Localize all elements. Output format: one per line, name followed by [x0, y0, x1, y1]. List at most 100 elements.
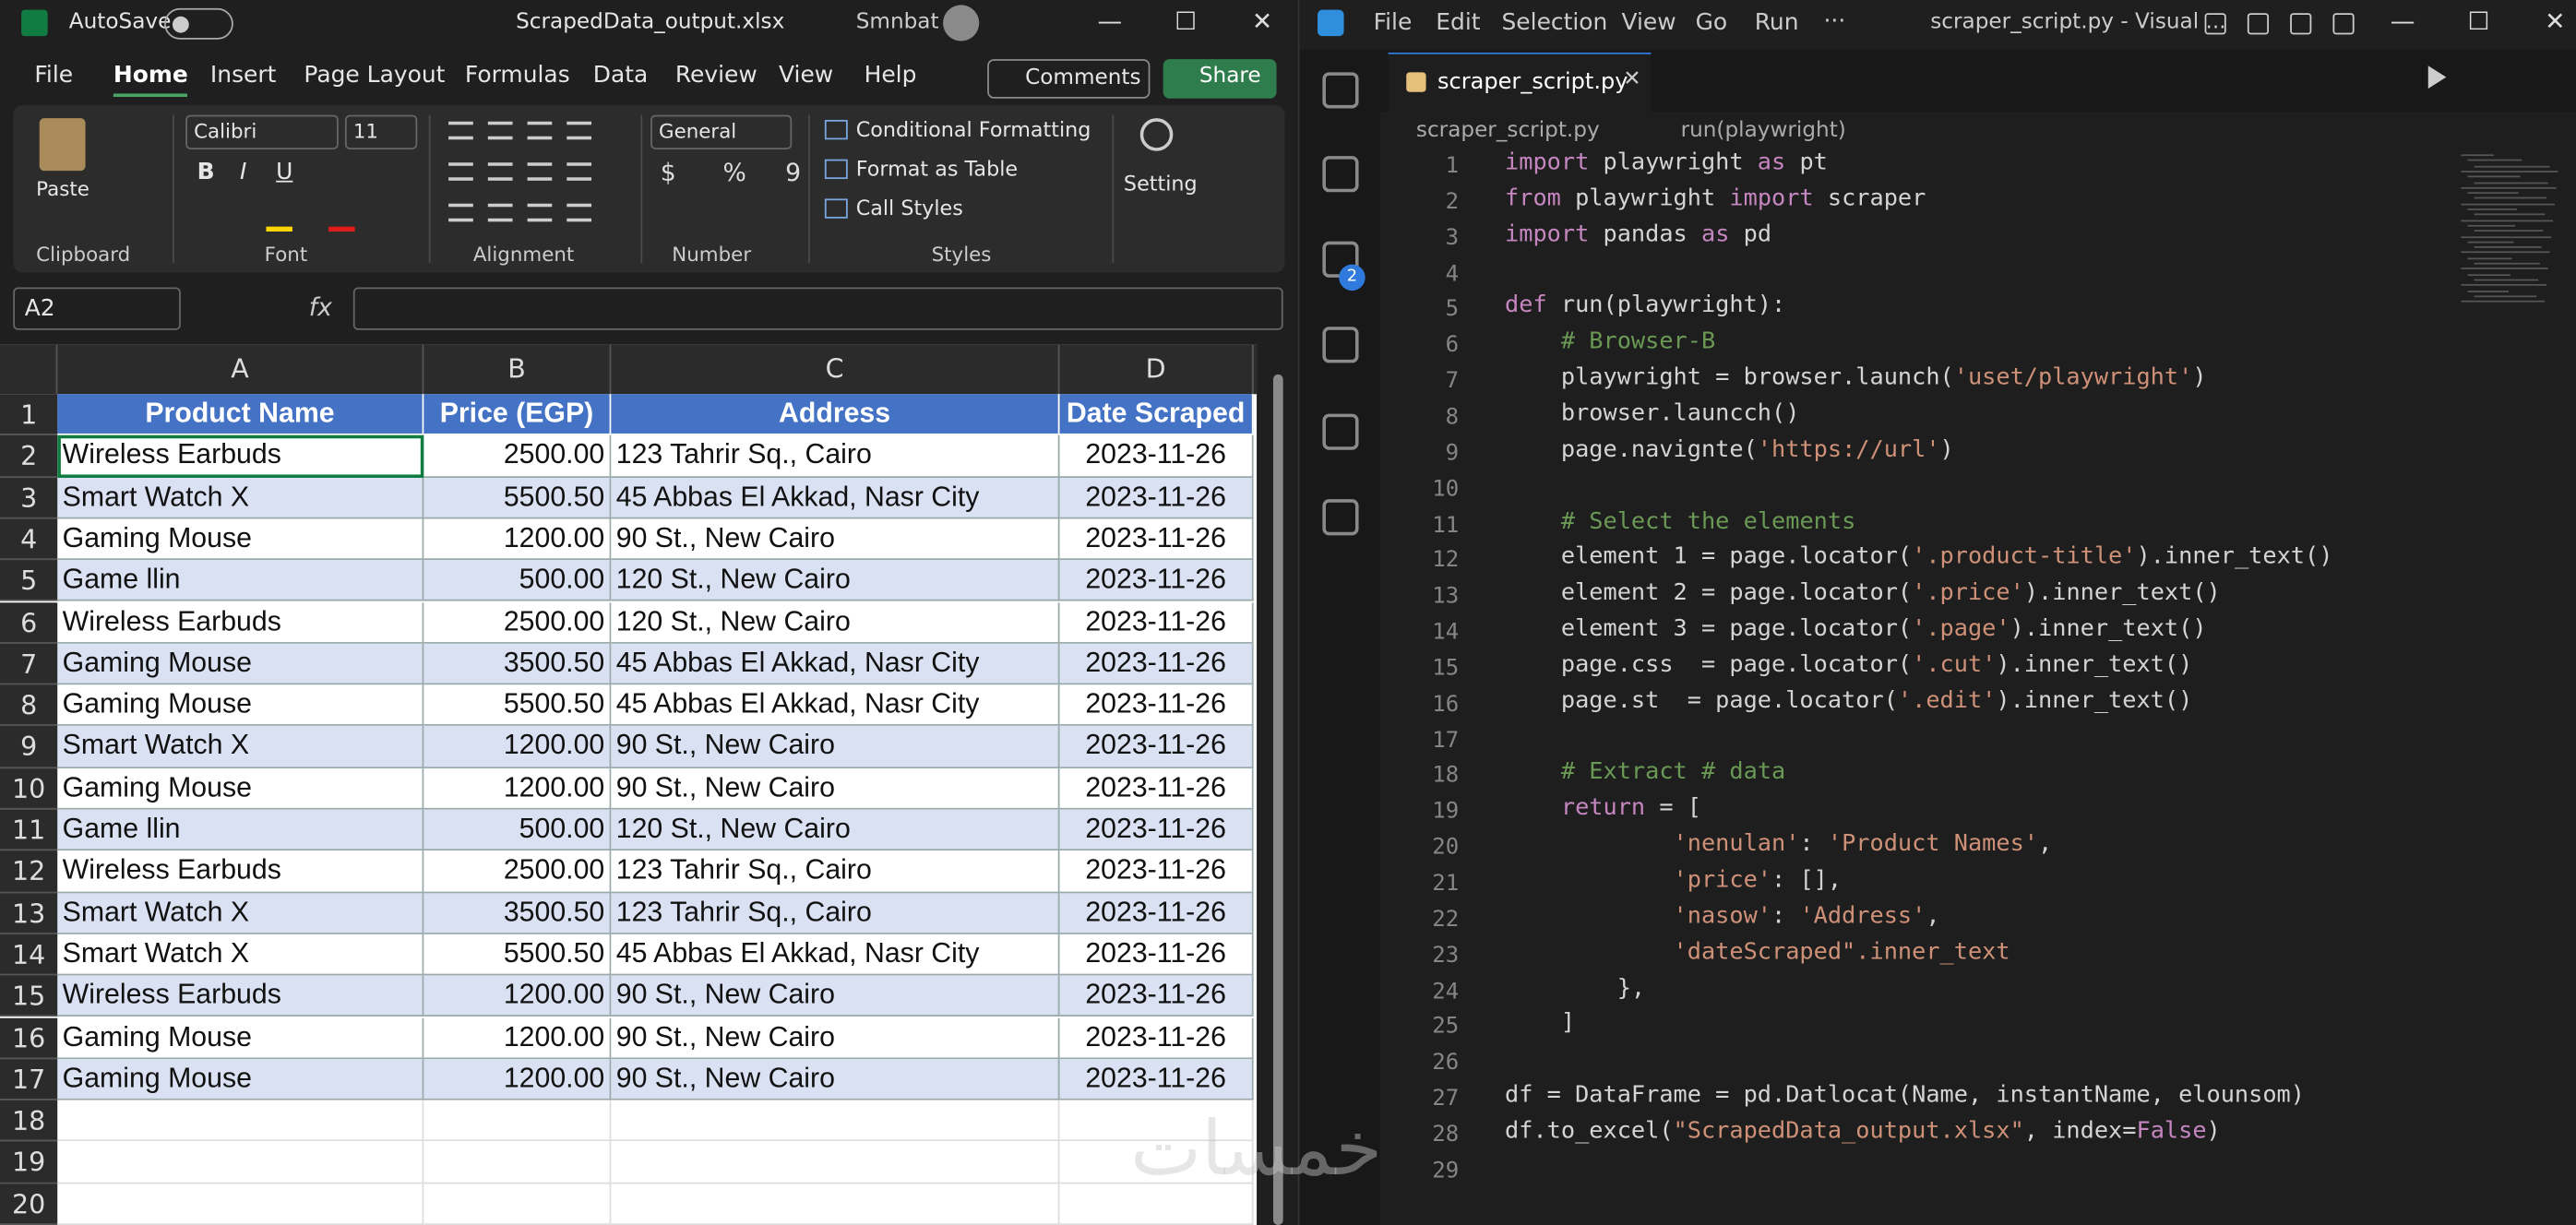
data-cell[interactable]: 2500.00 — [423, 850, 612, 893]
data-cell[interactable]: 90 St., New Cairo — [611, 767, 1060, 810]
format-button[interactable]: B — [197, 159, 215, 186]
empty-cell[interactable] — [1059, 1183, 1254, 1225]
data-cell[interactable]: 1200.00 — [423, 726, 612, 768]
data-cell[interactable]: 2023-11-26 — [1059, 477, 1254, 519]
data-cell[interactable]: 90 St., New Cairo — [611, 518, 1060, 561]
alignment-icon[interactable] — [566, 121, 592, 140]
setting-icon[interactable] — [1139, 118, 1174, 151]
data-cell[interactable]: 2023-11-26 — [1059, 1058, 1254, 1100]
empty-cell[interactable] — [1059, 1100, 1254, 1142]
data-cell[interactable]: 2023-11-26 — [1059, 809, 1254, 851]
data-cell[interactable]: Smart Watch X — [57, 892, 424, 934]
data-cell[interactable]: 120 St., New Cairo — [611, 601, 1060, 644]
style-button[interactable]: Conditional Formatting — [855, 116, 1091, 142]
alignment-icon[interactable] — [448, 162, 473, 181]
data-cell[interactable]: 2023-11-26 — [1059, 560, 1254, 602]
window-control[interactable]: — — [2390, 6, 2415, 37]
alignment-icon[interactable] — [487, 121, 513, 140]
header-cell[interactable]: Product Name — [57, 394, 424, 436]
format-button[interactable]: U — [276, 159, 293, 186]
font-size-box[interactable]: 11 — [344, 114, 418, 149]
data-cell[interactable]: 90 St., New Cairo — [611, 975, 1060, 1017]
alignment-icon[interactable] — [566, 162, 592, 181]
empty-cell[interactable] — [57, 1183, 424, 1225]
data-cell[interactable]: Smart Watch X — [57, 726, 424, 768]
data-cell[interactable]: 2023-11-26 — [1059, 850, 1254, 893]
alignment-icon[interactable] — [566, 203, 592, 222]
ribbon-tab[interactable]: Help — [864, 62, 917, 89]
data-cell[interactable]: 1200.00 — [423, 1017, 612, 1059]
data-cell[interactable]: 45 Abbas El Akkad, Nasr City — [611, 684, 1060, 727]
data-cell[interactable]: 123 Tahrir Sq., Cairo — [611, 435, 1060, 478]
menu-item[interactable]: Go — [1695, 9, 1728, 37]
alignment-icon[interactable] — [527, 162, 553, 181]
data-cell[interactable]: 90 St., New Cairo — [611, 726, 1060, 768]
ribbon-tab[interactable]: Data — [592, 62, 649, 89]
style-icon[interactable] — [824, 198, 848, 219]
data-cell[interactable]: 2500.00 — [423, 601, 612, 644]
data-cell[interactable]: Gaming Mouse — [57, 1017, 424, 1059]
window-control[interactable]: ☐ — [1175, 6, 1198, 37]
editor-tab[interactable]: scraper_script.py — [1388, 52, 1652, 113]
data-cell[interactable]: 2023-11-26 — [1059, 1017, 1254, 1059]
style-icon[interactable] — [824, 159, 848, 180]
data-cell[interactable]: 90 St., New Cairo — [611, 1058, 1060, 1100]
ribbon-tab[interactable]: Formulas — [464, 62, 570, 89]
menu-more[interactable]: ··· — [1823, 7, 1846, 35]
data-cell[interactable]: 45 Abbas El Akkad, Nasr City — [611, 934, 1060, 976]
data-cell[interactable]: 1200.00 — [423, 975, 612, 1017]
ribbon-tab[interactable]: Review — [674, 62, 757, 89]
data-cell[interactable]: Wireless Earbuds — [57, 975, 424, 1017]
data-cell[interactable]: 3500.50 — [423, 892, 612, 934]
data-cell[interactable]: Gaming Mouse — [57, 684, 424, 727]
data-cell[interactable]: 2023-11-26 — [1059, 892, 1254, 934]
paste-icon[interactable] — [39, 118, 86, 172]
data-cell[interactable]: Gaming Mouse — [57, 643, 424, 685]
empty-cell[interactable] — [1059, 1141, 1254, 1183]
ribbon-tab[interactable]: Insert — [209, 62, 277, 89]
data-cell[interactable]: Gaming Mouse — [57, 1058, 424, 1100]
window-control[interactable]: ✕ — [2545, 6, 2566, 37]
data-cell[interactable]: 45 Abbas El Akkad, Nasr City — [611, 477, 1060, 519]
data-cell[interactable]: 2023-11-26 — [1059, 767, 1254, 810]
data-cell[interactable]: 2023-11-26 — [1059, 435, 1254, 478]
scroll-thumb[interactable] — [1272, 374, 1283, 1225]
alignment-icon[interactable] — [448, 203, 473, 222]
data-cell[interactable]: 1200.00 — [423, 767, 612, 810]
ribbon-tab[interactable]: Page Layout — [304, 62, 446, 89]
style-button[interactable]: Call Styles — [855, 195, 963, 220]
data-cell[interactable]: 5500.50 — [423, 477, 612, 519]
tab-close[interactable]: ✕ — [1623, 66, 1641, 92]
data-cell[interactable]: 5500.50 — [423, 934, 612, 976]
empty-cell[interactable] — [423, 1141, 612, 1183]
header-cell[interactable]: Address — [611, 394, 1060, 436]
data-cell[interactable]: 120 St., New Cairo — [611, 560, 1060, 602]
layout-icon[interactable] — [2290, 13, 2312, 35]
comments-button[interactable]: Comments — [987, 59, 1151, 99]
activity-icon[interactable] — [1322, 327, 1359, 363]
empty-cell[interactable] — [423, 1183, 612, 1225]
number-icon[interactable]: 9 — [785, 157, 802, 187]
data-cell[interactable]: 3500.50 — [423, 643, 612, 685]
activity-icon[interactable] — [1322, 156, 1359, 193]
style-button[interactable]: Format as Table — [855, 156, 1019, 181]
data-cell[interactable]: Game llin — [57, 809, 424, 851]
header-cell[interactable]: Price (EGP) — [423, 394, 612, 436]
setting-label[interactable]: Setting — [1123, 171, 1198, 196]
alignment-icon[interactable] — [448, 121, 473, 140]
data-cell[interactable]: 123 Tahrir Sq., Cairo — [611, 850, 1060, 893]
data-cell[interactable]: 500.00 — [423, 560, 612, 602]
menu-item[interactable]: Selection — [1501, 9, 1608, 37]
format-button[interactable]: I — [239, 159, 247, 186]
formula-input[interactable] — [352, 287, 1283, 330]
data-cell[interactable]: 123 Tahrir Sq., Cairo — [611, 892, 1060, 934]
alignment-icon[interactable] — [487, 203, 513, 222]
header-cell[interactable]: Date Scraped — [1059, 394, 1254, 436]
empty-cell[interactable] — [611, 1100, 1060, 1142]
data-cell[interactable]: 2023-11-26 — [1059, 518, 1254, 561]
data-cell[interactable]: Smart Watch X — [57, 934, 424, 976]
empty-cell[interactable] — [611, 1183, 1060, 1225]
data-cell[interactable]: Wireless Earbuds — [57, 850, 424, 893]
file-name[interactable]: ScrapedData_output.xlsx — [516, 9, 785, 35]
number-icon[interactable]: % — [722, 157, 746, 187]
